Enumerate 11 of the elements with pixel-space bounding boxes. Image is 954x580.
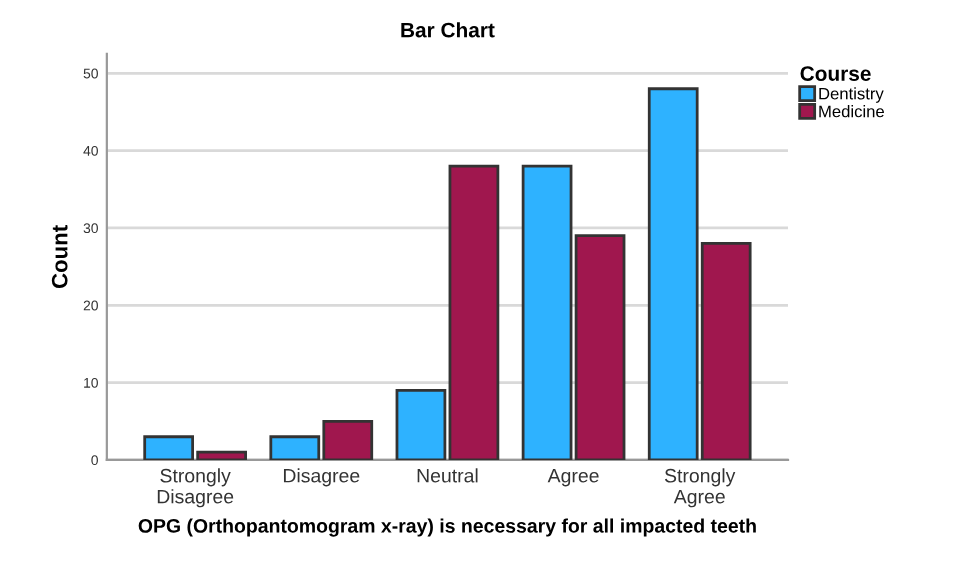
legend-label: Medicine — [819, 105, 884, 118]
legend-label: Dentistry — [819, 87, 884, 103]
x-tick-label: Strongly Agree — [664, 468, 736, 508]
chart-title: Bar Chart — [401, 22, 495, 38]
y-axis-title: Count — [51, 225, 68, 289]
x-tick-label: Neutral — [417, 468, 478, 483]
x-tick-label: Strongly Disagree — [157, 468, 234, 508]
legend-title: Course — [800, 66, 871, 81]
x-axis-title: OPG (Orthopantomogram x-ray) is necessary for all impacted teeth — [138, 518, 756, 537]
x-tick-label: Agree — [547, 468, 599, 487]
x-tick-label: Disagree — [283, 468, 360, 487]
